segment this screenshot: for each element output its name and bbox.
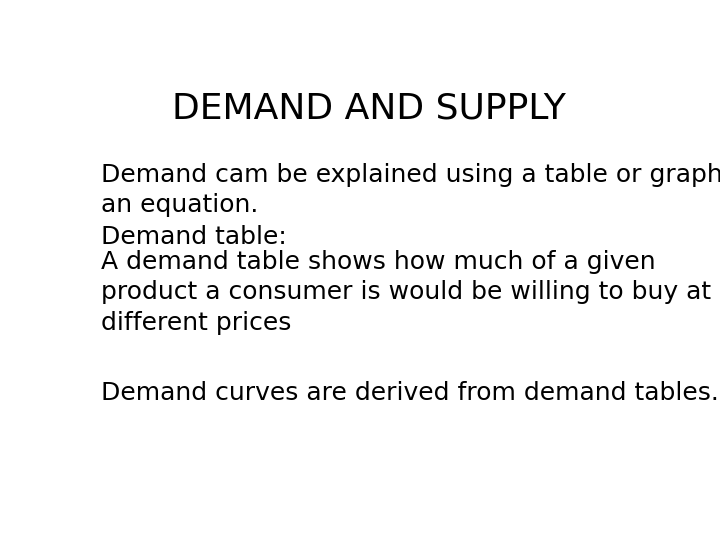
Text: A demand table shows how much of a given
product a consumer is would be willing : A demand table shows how much of a given…	[101, 250, 711, 335]
Text: DEMAND AND SUPPLY: DEMAND AND SUPPLY	[172, 92, 566, 126]
Text: Demand curves are derived from demand tables.: Demand curves are derived from demand ta…	[101, 381, 719, 405]
Text: Demand table:: Demand table:	[101, 225, 287, 249]
Text: Demand cam be explained using a table or graph or
an equation.: Demand cam be explained using a table or…	[101, 163, 720, 217]
